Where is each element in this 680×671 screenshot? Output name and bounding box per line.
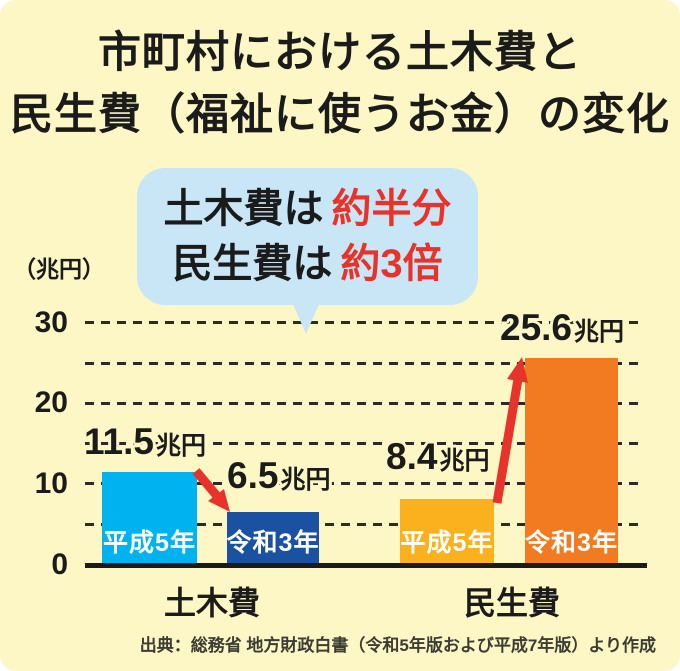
value-number: 6.5: [227, 455, 279, 496]
chart-title-line2: 民生費（福祉に使うお金）の変化: [10, 91, 670, 139]
bar-era-label: 令和3年: [525, 529, 618, 557]
gridline-10: [85, 482, 645, 485]
y-tick-20: 20: [34, 386, 68, 419]
value-unit: 兆円: [439, 447, 490, 475]
decrease-arrow-icon: [192, 468, 230, 512]
callout-tail: [292, 302, 320, 334]
chart-title-line1: 市町村における土木費と: [98, 29, 582, 77]
group-label-civil: 土木費: [163, 585, 260, 621]
bar-era-label: 平成5年: [103, 529, 196, 557]
value-number: 25.6: [500, 307, 573, 348]
y-axis-unit-label: （兆円）: [13, 256, 105, 282]
value-unit: 兆円: [574, 318, 625, 346]
value-label-civil-reiwa3: 6.5 兆円: [227, 455, 330, 497]
value-label-welfare-heisei5: 8.4 兆円: [386, 436, 489, 478]
value-label-welfare-reiwa3: 25.6 兆円: [500, 307, 624, 349]
gridline-5: [85, 523, 645, 526]
gridline-20: [85, 402, 645, 405]
chart-title: 市町村における土木費と 民生費（福祉に使うお金）の変化: [0, 22, 680, 146]
x-axis-line: [85, 563, 647, 568]
value-number: 8.4: [386, 436, 438, 477]
y-tick-0: 0: [51, 548, 68, 581]
value-number: 11.5: [84, 421, 154, 462]
callout-line2-subject: 民生費は: [172, 241, 333, 286]
value-unit: 兆円: [280, 466, 331, 494]
callout-line1-highlight: 約半分: [331, 186, 452, 231]
summary-callout-bubble: 土木費は 約半分 民生費は 約3倍: [137, 168, 478, 305]
gridline-30: [85, 321, 645, 324]
callout-line2-highlight: 約3倍: [340, 241, 443, 286]
bar-civil-reiwa3: 令和3年: [227, 512, 319, 565]
callout-line-1: 土木費は 約半分: [164, 182, 452, 237]
group-label-welfare: 民生費: [463, 585, 560, 621]
bar-civil-heisei5: 平成5年: [102, 472, 197, 565]
bar-welfare-heisei5: 平成5年: [400, 499, 494, 565]
callout-line-2: 民生費は 約3倍: [172, 237, 442, 292]
bar-welfare-reiwa3: 令和3年: [525, 358, 618, 565]
value-label-civil-heisei5: 11.5 兆円: [84, 421, 206, 463]
y-tick-10: 10: [34, 467, 68, 500]
value-unit: 兆円: [155, 432, 206, 460]
bar-era-label: 平成5年: [400, 529, 494, 557]
callout-line1-subject: 土木費は: [163, 186, 324, 231]
gridline-15: [85, 442, 645, 445]
gridline-25: [85, 362, 645, 365]
source-citation: 出典：総務省 地方財政白書（令和5年版および平成7年版）より作成: [139, 636, 656, 655]
bar-era-label: 令和3年: [226, 529, 320, 557]
y-tick-30: 30: [34, 306, 68, 339]
